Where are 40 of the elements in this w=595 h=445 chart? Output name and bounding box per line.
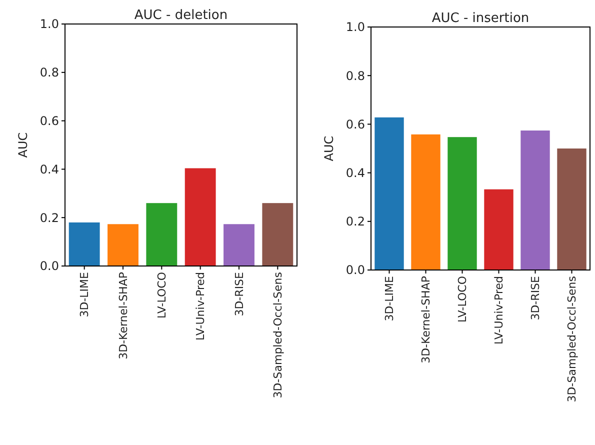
chart-title: AUC - insertion bbox=[432, 11, 530, 26]
x-tick-label: 3D-LIME bbox=[383, 276, 396, 322]
bar bbox=[557, 148, 586, 270]
bar bbox=[484, 189, 514, 270]
y-tick-label: 0.4 bbox=[40, 162, 59, 176]
y-tick-label: 0.6 bbox=[40, 114, 59, 128]
bar bbox=[224, 224, 254, 266]
y-tick-label: 0.4 bbox=[346, 166, 365, 180]
y-tick-label: 0.2 bbox=[346, 214, 365, 229]
y-tick-label: 0.8 bbox=[40, 66, 59, 80]
y-tick-label: 1.0 bbox=[40, 17, 59, 32]
x-tick-label: 3D-Sampled-Occl-Sens bbox=[272, 272, 285, 398]
bar bbox=[108, 224, 138, 266]
x-tick-label: 3D-RISE bbox=[232, 272, 246, 316]
bar bbox=[68, 222, 100, 266]
y-tick-label: 0.8 bbox=[346, 68, 365, 83]
y-tick-label: 0.2 bbox=[40, 210, 59, 225]
y-tick-label: 0.0 bbox=[40, 259, 59, 274]
y-tick-label: 0.0 bbox=[346, 263, 365, 278]
bar bbox=[520, 130, 550, 270]
bar bbox=[146, 203, 178, 266]
x-tick-label: 3D-Kernel-SHAP bbox=[420, 276, 433, 364]
y-tick-label: 0.6 bbox=[346, 117, 365, 132]
bar bbox=[411, 134, 440, 270]
chart-title: AUC - deletion bbox=[134, 8, 228, 23]
x-tick-label: LV-LOCO bbox=[156, 272, 169, 319]
x-tick-label: 3D-Kernel-SHAP bbox=[116, 272, 130, 360]
bar bbox=[262, 203, 294, 266]
x-tick-label: 3D-Sampled-Occl-Sens bbox=[566, 276, 579, 402]
bar bbox=[374, 117, 404, 270]
x-tick-label: LV-Univ-Pred bbox=[492, 276, 506, 345]
bar bbox=[448, 137, 477, 270]
y-axis-title: AUC bbox=[16, 132, 30, 158]
x-tick-label: LV-Univ-Pred bbox=[194, 272, 208, 341]
y-tick-label: 1.0 bbox=[346, 20, 365, 34]
x-tick-label: LV-LOCO bbox=[456, 276, 470, 323]
x-tick-label: 3D-LIME bbox=[78, 272, 92, 318]
x-tick-label: 3D-RISE bbox=[529, 276, 542, 320]
bar bbox=[184, 168, 216, 266]
y-axis-title: AUC bbox=[322, 136, 336, 162]
